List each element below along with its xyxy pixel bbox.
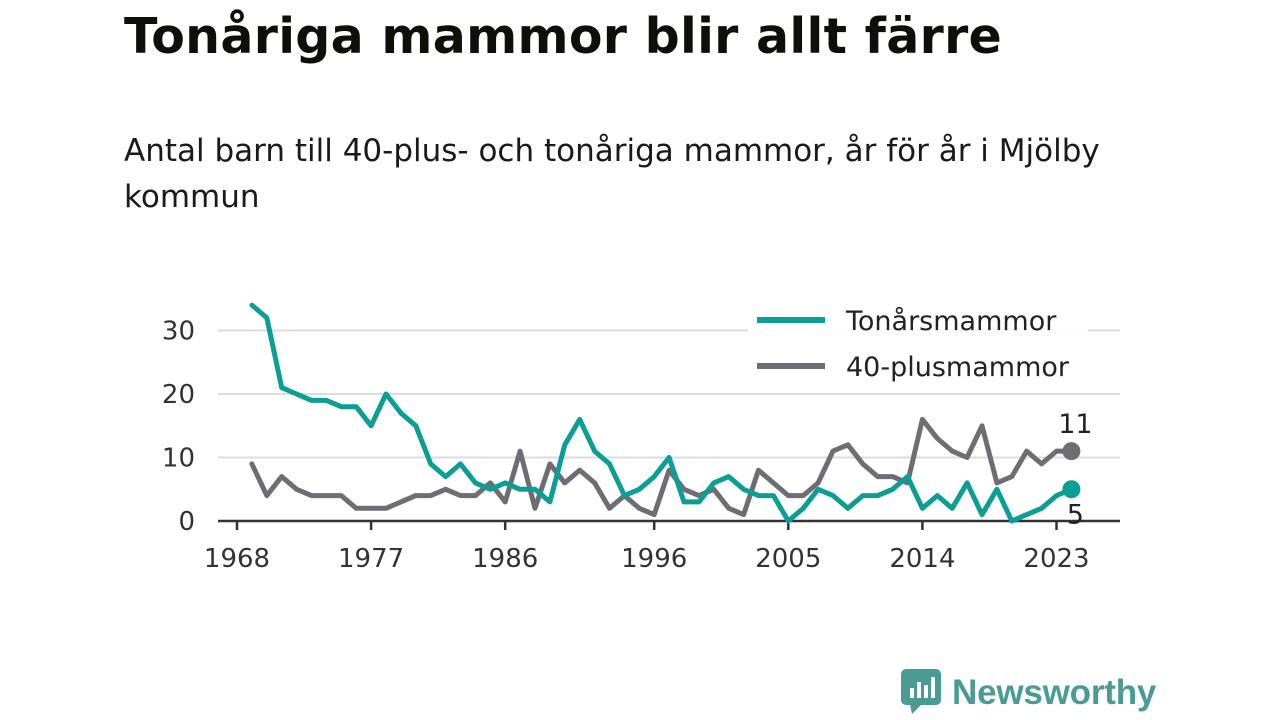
legend-label: Tonårsmammor — [845, 306, 1057, 337]
y-tick-label: 30 — [162, 317, 195, 347]
brand-name: Newsworthy — [952, 673, 1157, 712]
end-point-marker — [1062, 480, 1081, 499]
end-value-label: 5 — [1067, 499, 1084, 530]
series-lines — [249, 302, 1074, 524]
end-markers: 11 5 — [1058, 409, 1092, 530]
x-tick-label: 1968 — [204, 544, 270, 574]
chart-title: Tonåriga mammor blir allt färre — [124, 8, 1003, 65]
x-axis: 1968 1977 1986 1996 2005 2014 2023 — [204, 519, 1120, 574]
end-point-marker — [1062, 442, 1081, 461]
x-tick-label: 1986 — [472, 544, 538, 574]
y-tick-label: 20 — [162, 380, 195, 410]
y-axis: 0 10 20 30 — [162, 317, 195, 538]
series-line-40-plusmammor — [249, 416, 1074, 518]
end-value-label: 11 — [1058, 409, 1092, 440]
x-tick-label: 2005 — [755, 544, 821, 574]
x-tick-label: 2023 — [1023, 544, 1089, 574]
brand-logo: Newsworthy — [900, 668, 1157, 718]
y-tick-label: 0 — [178, 507, 195, 537]
y-tick-label: 10 — [162, 444, 195, 474]
legend-label: 40-plusmammor — [846, 352, 1070, 383]
chart-subtitle: Antal barn till 40-plus- och tonåriga ma… — [124, 133, 1100, 215]
newsworthy-logo-icon — [900, 668, 942, 718]
x-tick-label: 2014 — [889, 544, 955, 574]
x-tick-label: 1977 — [338, 544, 404, 574]
legend: Tonårsmammor 40-plusmammor — [748, 296, 1088, 392]
legend-background — [748, 296, 1088, 392]
x-tick-label: 1996 — [621, 544, 687, 574]
series-line-tonarsmammor — [249, 302, 1074, 524]
